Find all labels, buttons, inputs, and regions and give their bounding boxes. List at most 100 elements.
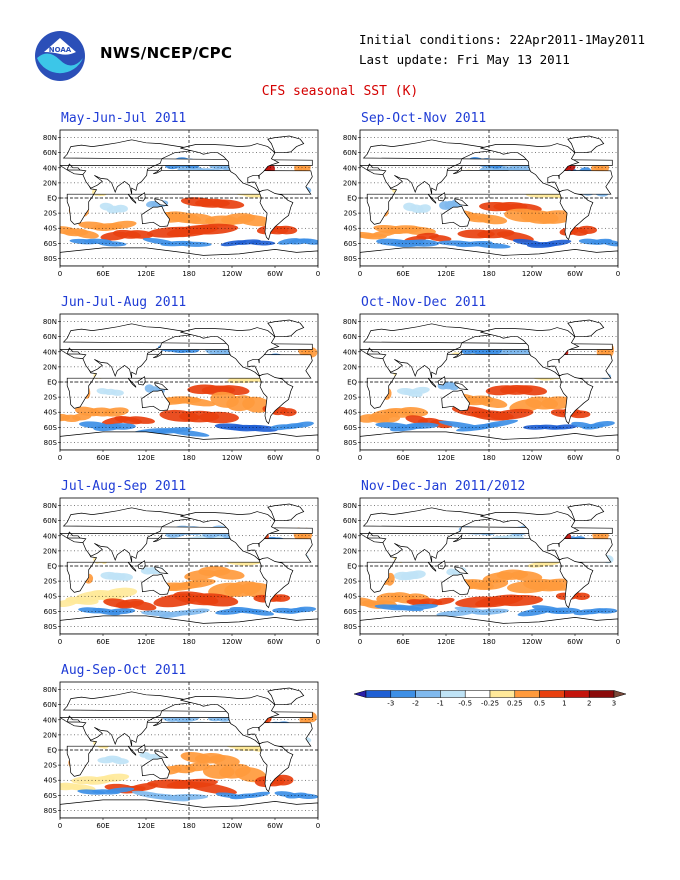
continent-outline xyxy=(141,573,170,596)
lat-tick-label: 40N xyxy=(43,716,57,724)
lat-tick-label: 40S xyxy=(44,409,58,417)
lon-tick-label: 60W xyxy=(267,454,283,462)
continent-outline xyxy=(258,373,294,425)
lat-tick-label: 80N xyxy=(43,686,57,694)
colorbar-max-arrow xyxy=(613,690,627,698)
lon-tick-label: 60W xyxy=(567,454,583,462)
lon-tick-label: 180 xyxy=(482,454,495,462)
continent-outline xyxy=(453,165,463,175)
lon-tick-label: 120W xyxy=(522,270,542,278)
lat-tick-label: 60N xyxy=(343,333,357,341)
lat-tick-label: 20S xyxy=(344,210,358,218)
org-name: NWS/NCEP/CPC xyxy=(100,44,233,62)
lon-tick-label: 120W xyxy=(222,270,242,278)
continent-outline xyxy=(453,533,463,543)
colorbar-swatch xyxy=(415,690,441,698)
lat-tick-label: 80S xyxy=(44,623,58,631)
colorbar-tick-label: 0.25 xyxy=(507,700,523,708)
colorbar-tick-label: -3 xyxy=(387,700,394,708)
colorbar-swatch xyxy=(588,690,615,698)
lon-tick-label: 60E xyxy=(96,454,109,462)
lon-tick-label: 120E xyxy=(137,822,155,830)
lon-tick-label: 60E xyxy=(396,270,409,278)
continent-outline xyxy=(454,382,469,391)
panel-title-3: Jun-Jul-Aug 2011 xyxy=(61,295,187,310)
initial-conditions: Initial conditions: 22Apr2011-1May2011 xyxy=(359,32,645,47)
colorbar-swatch xyxy=(514,690,540,698)
continent-outline xyxy=(60,139,313,195)
continent-outline xyxy=(437,376,446,386)
continent-outline xyxy=(441,205,470,228)
colorbar-swatch xyxy=(390,690,416,698)
colorbar-min-arrow xyxy=(353,690,367,698)
continent-outline xyxy=(558,557,594,609)
continent-outline xyxy=(180,511,280,561)
lon-tick-label: 120W xyxy=(222,638,242,646)
lat-tick-label: 40S xyxy=(44,777,58,785)
colorbar-swatch xyxy=(489,690,516,698)
continent-outline xyxy=(558,373,594,425)
continent-outline xyxy=(480,143,580,193)
lat-tick-label: 60S xyxy=(44,240,58,248)
colorbar-swatch xyxy=(539,690,565,698)
continent-outline xyxy=(153,717,163,727)
lon-tick-label: 120W xyxy=(522,454,542,462)
lon-tick-label: 120E xyxy=(437,270,455,278)
noaa-logo-text: NOAA xyxy=(49,46,72,54)
continent-outline xyxy=(180,695,280,745)
colorbar-tick-label: 0.5 xyxy=(534,700,545,708)
continent-outline xyxy=(480,327,580,377)
continent-outline xyxy=(137,192,146,202)
lat-tick-label: 80S xyxy=(344,439,358,447)
lon-tick-label: 120W xyxy=(522,638,542,646)
continent-outline xyxy=(454,566,469,575)
lat-tick-label: 40N xyxy=(43,532,57,540)
lon-tick-label: 0 xyxy=(58,822,62,830)
lat-tick-label: 80S xyxy=(344,255,358,263)
lat-tick-label: 40S xyxy=(344,593,358,601)
lat-tick-label: 80N xyxy=(343,134,357,142)
lat-tick-label: 60S xyxy=(344,240,358,248)
lat-tick-label: 20N xyxy=(43,547,57,555)
lon-tick-label: 180 xyxy=(182,638,195,646)
continent-outline xyxy=(360,323,613,379)
lat-tick-label: EQ xyxy=(47,195,57,203)
continent-outline xyxy=(267,319,305,338)
lat-tick-label: 40S xyxy=(44,225,58,233)
lon-tick-label: 60W xyxy=(267,822,283,830)
lat-tick-label: 40N xyxy=(43,164,57,172)
lat-tick-label: 60N xyxy=(43,517,57,525)
lat-tick-label: 80S xyxy=(44,439,58,447)
colorbar-tick-label: -0.5 xyxy=(458,700,472,708)
lat-tick-label: 20N xyxy=(343,363,357,371)
lon-tick-label: 60E xyxy=(96,638,109,646)
panel-title-5: Jul-Aug-Sep 2011 xyxy=(61,479,187,494)
lat-tick-label: 80S xyxy=(344,623,358,631)
lat-tick-label: 60N xyxy=(43,149,57,157)
figure-title: CFS seasonal SST (K) xyxy=(261,84,419,99)
colorbar-tick-label: -1 xyxy=(437,700,444,708)
continent-outline xyxy=(154,566,169,575)
continent-outline xyxy=(153,165,163,175)
lon-tick-label: 0 xyxy=(316,270,320,278)
lon-tick-label: 180 xyxy=(482,270,495,278)
lat-tick-label: 20N xyxy=(343,547,357,555)
continent-outline xyxy=(141,205,170,228)
colorbar-tick-label: -2 xyxy=(412,700,419,708)
lon-tick-label: 0 xyxy=(58,270,62,278)
lat-tick-label: 60S xyxy=(44,608,58,616)
lon-tick-label: 0 xyxy=(316,822,320,830)
continent-outline xyxy=(360,139,613,195)
lat-tick-label: EQ xyxy=(347,563,357,571)
sst-anomaly-field xyxy=(60,498,318,634)
lat-tick-label: 80N xyxy=(43,502,57,510)
continent-outline xyxy=(480,511,580,561)
lat-tick-label: 40N xyxy=(43,348,57,356)
colorbar-tick-label: 2 xyxy=(587,700,591,708)
lat-tick-label: 20S xyxy=(344,394,358,402)
lon-tick-label: 60W xyxy=(567,270,583,278)
continent-outline xyxy=(180,327,280,377)
lon-tick-label: 0 xyxy=(616,454,620,462)
lon-tick-label: 0 xyxy=(58,454,62,462)
lat-tick-label: 40N xyxy=(343,348,357,356)
